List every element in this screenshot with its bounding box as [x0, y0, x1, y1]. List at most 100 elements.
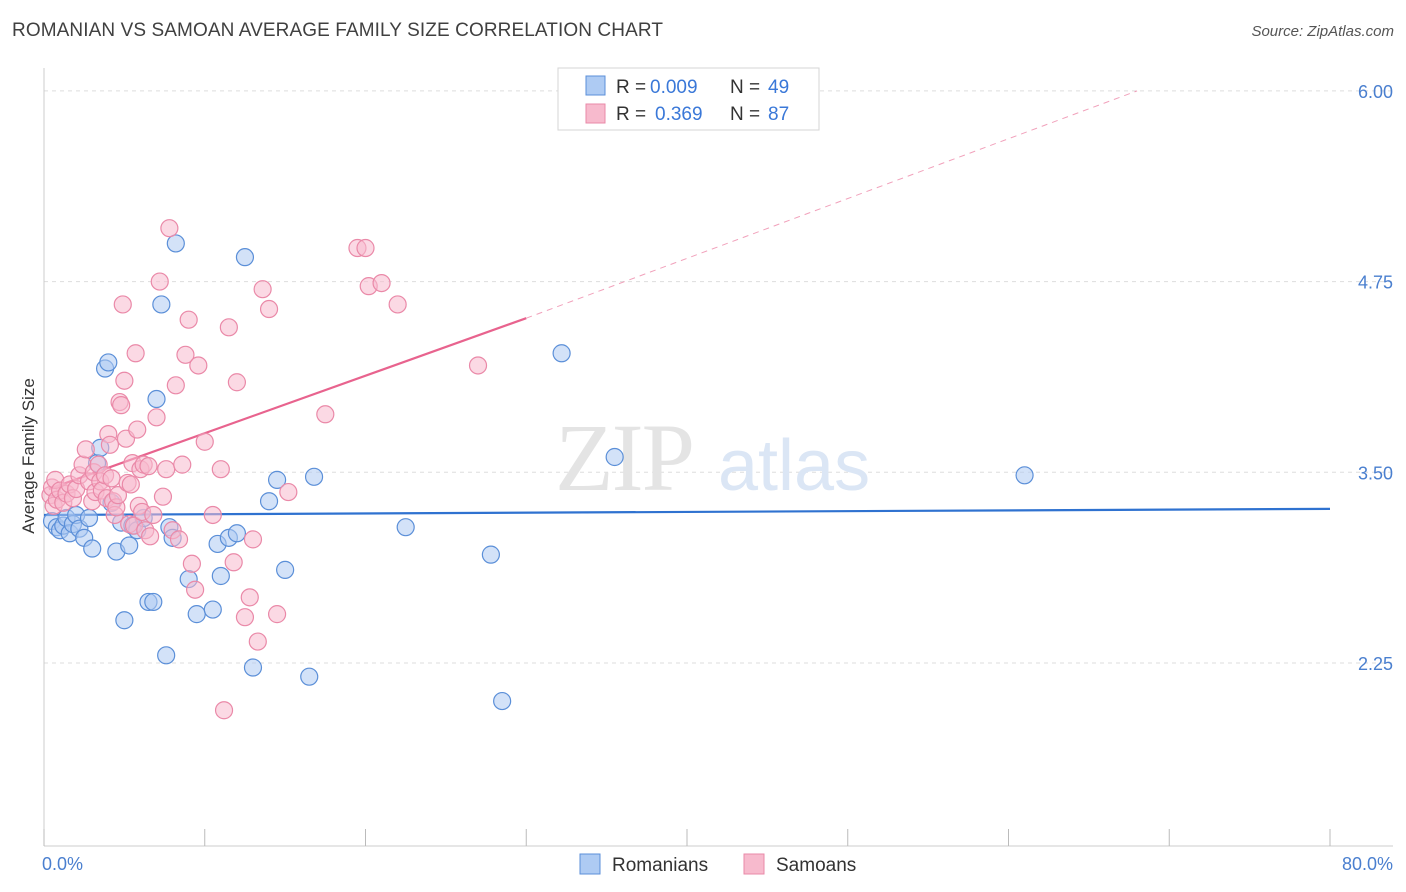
legend-label-samoans[interactable]: Samoans: [776, 855, 856, 876]
samoan-point-13: [76, 440, 95, 459]
samoan-point-50: [147, 408, 166, 427]
romanian-point-42: [267, 470, 287, 489]
romanian-point-34: [203, 600, 222, 619]
stats-n-value-samoans: 87: [768, 104, 789, 125]
romanian-point-33: [187, 605, 206, 624]
legend: Romanians Samoans: [579, 853, 856, 876]
watermark: ZIP atlas: [555, 404, 870, 511]
samoan-point-49: [144, 505, 163, 525]
samoan-point-37: [121, 475, 140, 494]
romanian-point-28: [157, 646, 176, 665]
samoan-point-62: [186, 580, 205, 599]
romanian-point-27: [152, 295, 171, 314]
samoan-point-58: [173, 455, 192, 474]
samoan-point-47: [139, 457, 158, 476]
samoan-point-70: [235, 608, 255, 627]
samoan-point-59: [176, 345, 195, 364]
samoan-point-60: [179, 310, 198, 329]
stats-swatch-romanians: [585, 75, 606, 96]
romanian-point-31: [166, 234, 185, 253]
samoan-point-40: [126, 344, 145, 363]
y-tick-label-2: 4.75: [1358, 273, 1393, 293]
samoans-points: [41, 219, 488, 720]
watermark-atlas: atlas: [718, 426, 870, 506]
y-tick-label-0: 2.25: [1358, 654, 1393, 674]
samoan-point-74: [253, 280, 272, 299]
romanians-points: [42, 234, 1034, 711]
samoan-point-31: [112, 396, 131, 415]
samoan-point-71: [240, 588, 259, 607]
stats-r-label-samoans: R =: [616, 104, 651, 125]
samoan-point-67: [219, 318, 238, 337]
samoan-point-78: [316, 405, 335, 424]
trendline-romanians: [43, 507, 1331, 517]
stats-r-value-romanians: 0.009: [650, 77, 698, 98]
samoan-point-33: [115, 371, 134, 390]
romanian-point-10: [79, 508, 99, 528]
y-axis-title: Average Family Size: [19, 378, 38, 534]
grid-lines: [44, 90, 1393, 664]
romanian-point-38: [227, 524, 246, 543]
samoan-point-54: [160, 219, 179, 238]
samoan-point-32: [113, 295, 132, 314]
source-credit: Source: ZipAtlas.com: [1251, 23, 1394, 40]
samoan-point-56: [166, 376, 185, 395]
stats-n-value-romanians: 49: [768, 77, 789, 98]
romanian-point-47: [481, 545, 500, 564]
romanian-point-46: [396, 518, 415, 537]
romanian-point-39: [235, 248, 255, 267]
stats-n-label-romanians: N =: [730, 77, 765, 98]
samoan-point-63: [189, 356, 208, 375]
legend-swatch-romanians[interactable]: [579, 853, 601, 875]
romanian-point-19: [115, 611, 134, 630]
x-ticks: [43, 829, 1331, 846]
romanian-point-51: [1015, 466, 1034, 485]
chart-title: ROMANIAN VS SAMOAN AVERAGE FAMILY SIZE C…: [12, 20, 664, 41]
samoan-point-48: [140, 527, 160, 546]
samoan-point-68: [224, 553, 243, 572]
samoan-point-82: [372, 273, 391, 293]
samoan-point-80: [356, 238, 375, 258]
romanian-point-41: [259, 492, 279, 511]
romanian-point-26: [147, 389, 166, 409]
stats-r-label-romanians: R =: [616, 77, 651, 98]
samoan-point-66: [211, 460, 230, 479]
samoan-point-76: [267, 605, 287, 624]
legend-label-romanians[interactable]: Romanians: [612, 855, 708, 876]
samoan-point-75: [259, 299, 279, 319]
samoan-point-69: [227, 373, 246, 392]
romanian-point-25: [144, 592, 163, 612]
romanian-point-15: [99, 353, 118, 372]
samoan-point-85: [214, 701, 234, 720]
romanian-point-20: [120, 536, 139, 555]
romanian-point-48: [493, 691, 512, 711]
romanian-point-36: [211, 566, 230, 586]
legend-swatch-samoans[interactable]: [743, 853, 765, 875]
samoan-point-65: [203, 505, 222, 525]
samoan-point-41: [128, 420, 147, 439]
x-tick-label-max: 80.0%: [1342, 854, 1393, 874]
samoan-point-84: [468, 356, 488, 375]
stats-n-label-samoans: N =: [730, 104, 765, 125]
romanian-point-11: [83, 539, 102, 558]
romanian-point-49: [552, 344, 571, 363]
stats-swatch-samoans: [585, 103, 606, 124]
samoan-point-53: [157, 460, 176, 479]
samoan-point-57: [169, 530, 189, 549]
trendline-samoans-extension: [526, 90, 1138, 319]
romanian-point-43: [276, 560, 295, 579]
stats-box: R = 0.009 N = 49 R = 0.369 N = 87: [557, 67, 820, 131]
axes: [43, 68, 1393, 847]
samoan-point-73: [248, 632, 267, 651]
watermark-zip: ZIP: [555, 404, 693, 511]
samoan-point-61: [182, 554, 201, 573]
samoan-point-83: [388, 295, 407, 314]
samoan-point-77: [279, 482, 298, 502]
stats-r-value-samoans: 0.369: [655, 104, 703, 125]
romanian-point-44: [300, 667, 319, 686]
x-tick-label-min: 0.0%: [42, 854, 83, 874]
y-tick-label-3: 6.00: [1358, 82, 1393, 102]
romanian-point-45: [304, 467, 324, 486]
samoan-point-52: [153, 487, 173, 506]
